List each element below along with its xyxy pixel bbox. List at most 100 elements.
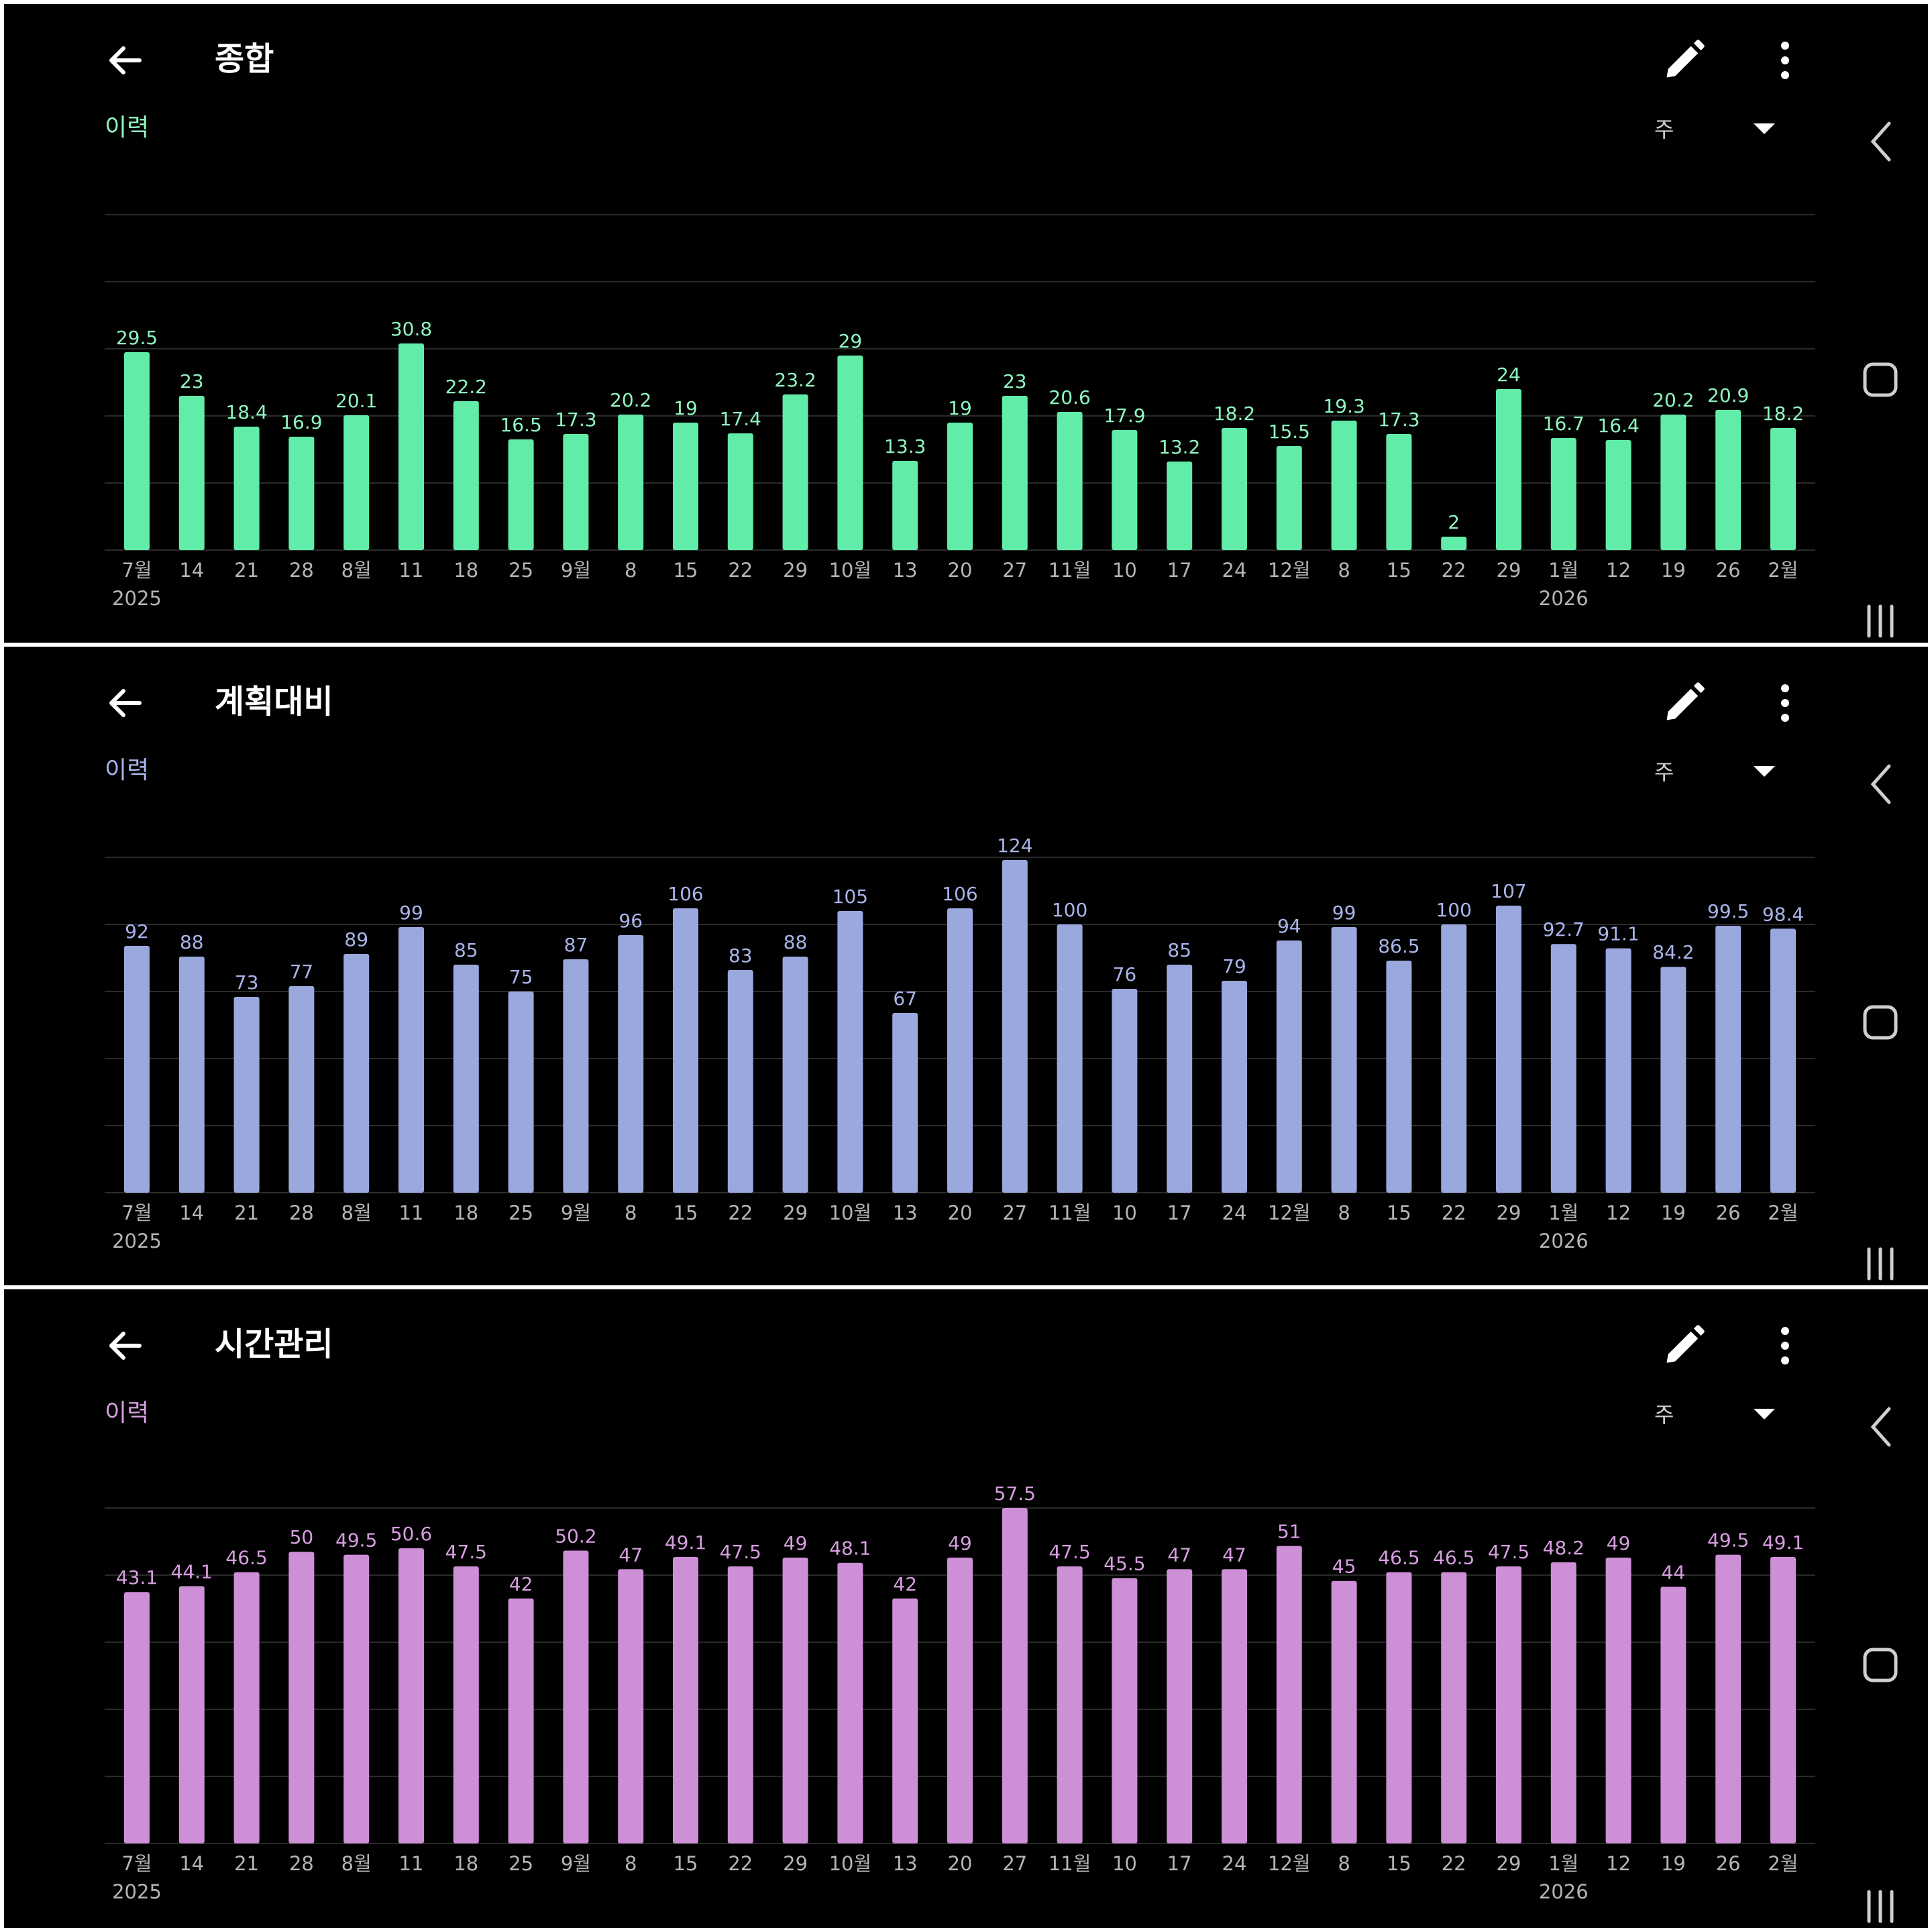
bar[interactable]: [1770, 428, 1796, 550]
bar[interactable]: [1112, 1578, 1138, 1843]
bar[interactable]: [1002, 396, 1028, 550]
bar[interactable]: [288, 986, 315, 1193]
bar[interactable]: [1276, 446, 1302, 550]
pencil-icon[interactable]: [1661, 680, 1707, 726]
nav-recent-apps-icon[interactable]: [1857, 601, 1904, 641]
bar[interactable]: [1002, 1508, 1028, 1843]
bar[interactable]: [727, 1566, 753, 1843]
bar[interactable]: [563, 434, 589, 550]
bar[interactable]: [1605, 440, 1631, 550]
bar[interactable]: [233, 427, 260, 550]
bar[interactable]: [782, 957, 808, 1193]
bar[interactable]: [453, 401, 479, 550]
bar[interactable]: [453, 965, 479, 1193]
bar[interactable]: [1496, 906, 1521, 1193]
bar[interactable]: [673, 1557, 698, 1843]
bar[interactable]: [398, 1548, 424, 1843]
bar[interactable]: [1112, 430, 1138, 550]
bar[interactable]: [673, 908, 698, 1193]
bar[interactable]: [1660, 415, 1686, 550]
bar[interactable]: [508, 439, 534, 550]
bar[interactable]: [837, 911, 863, 1193]
period-dropdown[interactable]: 주: [1641, 106, 1795, 153]
bar[interactable]: [1770, 928, 1796, 1193]
bar[interactable]: [1770, 1557, 1796, 1843]
more-vertical-icon[interactable]: [1768, 680, 1802, 726]
bar[interactable]: [727, 970, 753, 1193]
bar[interactable]: [1441, 924, 1467, 1193]
nav-back-icon[interactable]: [1864, 761, 1897, 808]
bar[interactable]: [837, 1562, 863, 1843]
bar[interactable]: [1715, 1554, 1741, 1843]
bar[interactable]: [288, 1552, 315, 1843]
bar[interactable]: [1167, 965, 1193, 1193]
nav-home-icon[interactable]: [1857, 356, 1904, 403]
bar[interactable]: [1386, 1572, 1412, 1843]
bar[interactable]: [1386, 434, 1412, 550]
bar[interactable]: [1496, 1566, 1521, 1843]
bar[interactable]: [124, 352, 150, 550]
bar[interactable]: [178, 1586, 205, 1843]
bar[interactable]: [782, 1557, 808, 1843]
bar[interactable]: [398, 927, 424, 1193]
bar[interactable]: [1496, 389, 1521, 550]
back-arrow-icon[interactable]: [103, 682, 146, 724]
pencil-icon[interactable]: [1661, 1323, 1707, 1368]
bar[interactable]: [178, 957, 205, 1193]
bar[interactable]: [1441, 1572, 1467, 1843]
bar[interactable]: [508, 1598, 534, 1843]
bar[interactable]: [947, 423, 973, 550]
bar[interactable]: [453, 1566, 479, 1843]
bar[interactable]: [892, 1598, 918, 1843]
nav-back-icon[interactable]: [1864, 1403, 1897, 1450]
bar[interactable]: [1057, 924, 1083, 1193]
bar[interactable]: [892, 1013, 918, 1193]
bar[interactable]: [1550, 438, 1576, 550]
nav-recent-apps-icon[interactable]: [1857, 1886, 1904, 1927]
bar[interactable]: [618, 1569, 644, 1843]
back-arrow-icon[interactable]: [103, 1324, 146, 1367]
bar[interactable]: [1715, 410, 1741, 550]
bar[interactable]: [563, 1550, 589, 1843]
bar[interactable]: [892, 461, 918, 550]
bar[interactable]: [947, 1557, 973, 1843]
bar[interactable]: [178, 396, 205, 550]
bar[interactable]: [1660, 967, 1686, 1193]
bar[interactable]: [1331, 421, 1357, 550]
bar[interactable]: [124, 946, 150, 1193]
bar[interactable]: [1222, 1569, 1247, 1843]
more-vertical-icon[interactable]: [1768, 38, 1802, 83]
bar[interactable]: [1057, 412, 1083, 550]
bar[interactable]: [1276, 1546, 1302, 1843]
bar[interactable]: [343, 415, 370, 550]
nav-back-icon[interactable]: [1864, 118, 1897, 165]
bar[interactable]: [1441, 537, 1467, 550]
bar[interactable]: [1605, 948, 1631, 1193]
bar[interactable]: [1331, 927, 1357, 1193]
nav-recent-apps-icon[interactable]: [1857, 1244, 1904, 1284]
pencil-icon[interactable]: [1661, 38, 1707, 83]
more-vertical-icon[interactable]: [1768, 1323, 1802, 1368]
bar[interactable]: [727, 433, 753, 550]
bar[interactable]: [343, 1554, 370, 1843]
bar[interactable]: [1057, 1566, 1083, 1843]
bar[interactable]: [618, 935, 644, 1193]
bar[interactable]: [288, 437, 315, 550]
bar[interactable]: [1112, 989, 1138, 1193]
bar[interactable]: [618, 415, 644, 550]
bar[interactable]: [233, 1572, 260, 1843]
bar[interactable]: [1386, 961, 1412, 1193]
bar[interactable]: [1167, 462, 1193, 550]
bar[interactable]: [124, 1592, 150, 1843]
period-dropdown[interactable]: 주: [1641, 1391, 1795, 1438]
bar[interactable]: [1605, 1557, 1631, 1843]
period-dropdown[interactable]: 주: [1641, 749, 1795, 796]
bar[interactable]: [1276, 941, 1302, 1193]
nav-home-icon[interactable]: [1857, 999, 1904, 1046]
nav-home-icon[interactable]: [1857, 1642, 1904, 1688]
back-arrow-icon[interactable]: [103, 39, 146, 82]
bar[interactable]: [563, 959, 589, 1193]
bar[interactable]: [782, 394, 808, 550]
bar[interactable]: [508, 991, 534, 1193]
bar[interactable]: [1715, 926, 1741, 1193]
